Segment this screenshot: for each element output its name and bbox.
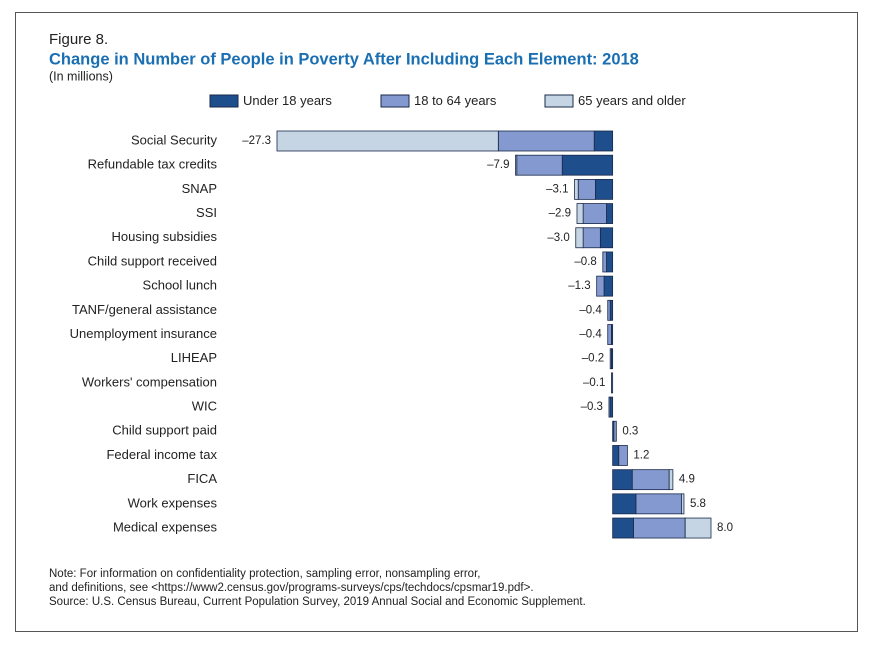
category-label: WIC bbox=[192, 399, 217, 414]
note: Note: For information on confidentiality… bbox=[49, 568, 480, 580]
bar-segment bbox=[612, 493, 637, 515]
bar-segment bbox=[575, 227, 584, 249]
category-label: Social Security bbox=[131, 132, 217, 147]
bar-segment bbox=[681, 493, 685, 515]
bar-segment bbox=[612, 445, 620, 466]
value-label: –3.1 bbox=[546, 183, 568, 195]
bar-segment bbox=[595, 178, 614, 200]
bar-segment bbox=[631, 469, 670, 491]
legend-label: 65 years and older bbox=[578, 93, 686, 108]
value-label: –0.8 bbox=[574, 256, 596, 268]
bar-segment bbox=[596, 275, 605, 297]
value-label: 5.8 bbox=[690, 498, 706, 510]
value-label: –0.4 bbox=[579, 329, 602, 341]
category-label: SSI bbox=[196, 205, 217, 220]
bar-segment bbox=[607, 324, 612, 345]
value-label: –1.3 bbox=[568, 280, 590, 292]
bar-segment bbox=[607, 299, 611, 321]
bar-segment bbox=[582, 203, 607, 224]
plot: Social Security –27.3 Refundable tax credi… bbox=[70, 130, 733, 539]
category-label: Refundable tax credits bbox=[88, 157, 218, 172]
bar-segment bbox=[633, 517, 686, 539]
category-label: LIHEAP bbox=[171, 350, 217, 365]
bar-segment bbox=[497, 130, 595, 152]
note: and definitions, see <https://www2.censu… bbox=[49, 582, 534, 594]
value-label: 0.3 bbox=[622, 425, 638, 437]
value-label: –2.9 bbox=[549, 208, 571, 220]
value-label: –7.9 bbox=[487, 159, 509, 171]
bar-segment bbox=[276, 130, 499, 152]
bar-segment bbox=[582, 227, 601, 249]
bar-segment bbox=[613, 420, 617, 442]
value-label: –27.3 bbox=[242, 135, 271, 147]
value-label: –0.3 bbox=[581, 401, 603, 413]
bar-segment bbox=[599, 227, 614, 249]
bar-segment bbox=[612, 517, 634, 539]
legend-swatch bbox=[209, 94, 239, 108]
value-label: –0.1 bbox=[583, 377, 605, 389]
notes: Note: For information on confidentiality… bbox=[49, 568, 586, 608]
bar-segment bbox=[602, 251, 607, 273]
bar-segment bbox=[603, 275, 614, 297]
bar-segment bbox=[574, 178, 579, 200]
category-label: Workers' compensation bbox=[82, 374, 217, 389]
legend-swatch bbox=[380, 94, 410, 108]
category-label: Housing subsidies bbox=[111, 229, 217, 244]
bar-segment bbox=[608, 396, 611, 418]
bar-segment bbox=[618, 445, 628, 466]
bar-segment bbox=[593, 130, 614, 152]
bar-segment bbox=[612, 469, 633, 491]
bar-segment bbox=[606, 251, 614, 273]
figure-label: Figure 8. bbox=[49, 31, 108, 48]
bar-segment bbox=[684, 517, 712, 539]
legend-label: 18 to 64 years bbox=[414, 93, 497, 108]
value-label: –0.2 bbox=[582, 353, 604, 365]
chart-title: Change in Number of People in Poverty Af… bbox=[49, 50, 639, 68]
category-label: Unemployment insurance bbox=[70, 326, 217, 341]
category-label: Child support received bbox=[88, 253, 217, 268]
subtitle: (In millions) bbox=[49, 69, 113, 83]
bar-segment bbox=[516, 154, 563, 176]
category-label: TANF/general assistance bbox=[72, 302, 217, 317]
bar-segment bbox=[611, 372, 614, 394]
legend-label: Under 18 years bbox=[243, 93, 332, 108]
bar-segment bbox=[576, 203, 584, 224]
category-label: FICA bbox=[187, 471, 217, 486]
bar-segment bbox=[561, 154, 614, 176]
legend: Under 18 years 18 to 64 years 65 years and… bbox=[209, 93, 686, 108]
value-label: 1.2 bbox=[633, 450, 649, 462]
legend-swatch bbox=[544, 94, 574, 108]
bar-segment bbox=[668, 469, 674, 491]
value-label: –3.0 bbox=[547, 232, 569, 244]
category-label: Child support paid bbox=[112, 423, 217, 438]
category-label: Work expenses bbox=[128, 495, 218, 510]
bar-segment bbox=[515, 154, 518, 176]
note: Source: U.S. Census Bureau, Current Popu… bbox=[49, 596, 586, 608]
bar-segment bbox=[577, 178, 596, 200]
category-label: Federal income tax bbox=[106, 447, 217, 462]
value-label: 8.0 bbox=[717, 522, 733, 534]
value-label: –0.4 bbox=[579, 304, 602, 316]
bar-segment bbox=[606, 203, 614, 224]
bar-segment bbox=[635, 493, 682, 515]
value-label: 4.9 bbox=[679, 474, 695, 486]
bar-segment bbox=[609, 348, 612, 370]
frame bbox=[15, 12, 858, 632]
category-label: School lunch bbox=[143, 278, 217, 293]
category-label: SNAP bbox=[182, 181, 217, 196]
category-label: Medical expenses bbox=[113, 519, 218, 534]
